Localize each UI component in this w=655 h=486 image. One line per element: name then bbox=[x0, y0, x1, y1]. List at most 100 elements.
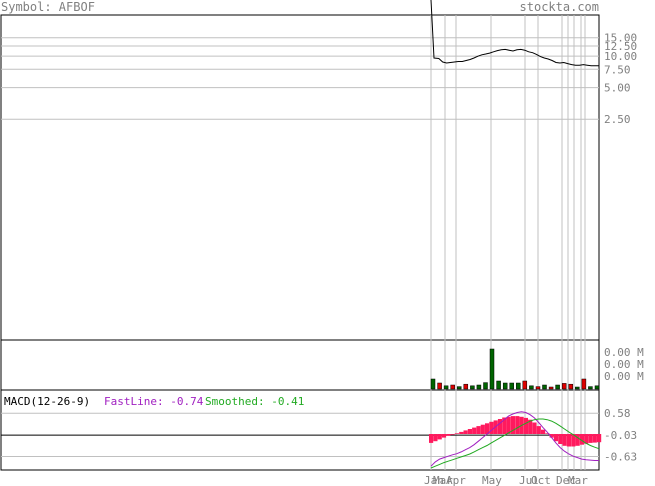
volume-bar bbox=[548, 386, 554, 390]
macd-histogram-bar bbox=[541, 429, 546, 434]
volume-bar bbox=[470, 385, 475, 390]
volume-bar bbox=[568, 383, 574, 390]
price-tick-label: 5.00 bbox=[604, 82, 631, 95]
volume-bar bbox=[489, 348, 495, 390]
macd-histogram-bar bbox=[532, 422, 537, 434]
macd-smoothed-label: Smoothed: -0.41 bbox=[205, 395, 305, 408]
volume-bar bbox=[516, 382, 521, 390]
volume-bar bbox=[450, 384, 455, 390]
price-tick-label: 10.00 bbox=[604, 50, 637, 63]
x-month-label: Mar bbox=[433, 474, 453, 486]
macd-histogram-bar bbox=[480, 424, 485, 434]
macd-histogram-bar bbox=[485, 423, 490, 434]
price-tick-label: 15.00 bbox=[604, 32, 637, 45]
volume-bar bbox=[522, 380, 528, 390]
macd-histogram-bar bbox=[528, 419, 533, 434]
macd-histogram-bar bbox=[566, 434, 571, 447]
macd-tick-label: -0.63 bbox=[604, 451, 637, 464]
macd-histogram-bar bbox=[467, 429, 472, 434]
macd-histogram-bar bbox=[463, 430, 468, 434]
x-month-label: Jul bbox=[519, 474, 539, 486]
volume-bar bbox=[581, 378, 587, 390]
macd-histogram-bar bbox=[506, 416, 511, 434]
macd-tick-label: -0.03 bbox=[604, 429, 637, 442]
macd-frame bbox=[0, 389, 600, 471]
volume-frame bbox=[0, 339, 600, 391]
macd-histogram-bar bbox=[497, 419, 503, 434]
macd-histogram-bar bbox=[575, 434, 580, 446]
macd-histogram-bar bbox=[549, 434, 554, 438]
macd-tick-label: 0.58 bbox=[604, 407, 631, 420]
macd-histogram-bar bbox=[459, 431, 464, 434]
macd-histogram-bar bbox=[579, 434, 584, 445]
volume-tick-label: 0.00 M bbox=[604, 346, 644, 359]
panel-frames bbox=[0, 14, 600, 471]
volume-bar bbox=[437, 382, 442, 390]
x-month-label: Oct bbox=[531, 474, 551, 486]
price-line bbox=[430, 0, 599, 67]
macd-fastline-label: FastLine: -0.74 bbox=[104, 395, 204, 408]
volume-bar bbox=[496, 380, 501, 390]
macd-histogram-bar bbox=[476, 426, 481, 434]
macd-histogram-bar bbox=[429, 434, 434, 443]
volume-tick-label: 0.00 M bbox=[604, 370, 644, 383]
macd-histogram-bar bbox=[584, 434, 589, 444]
volume-bar bbox=[509, 382, 514, 390]
macd-histogram-bar bbox=[515, 416, 520, 434]
price-tick-label: 2.50 bbox=[604, 113, 631, 126]
x-month-label: Jan bbox=[424, 474, 444, 486]
macd-histogram-bar bbox=[553, 434, 559, 442]
volume-bar bbox=[443, 385, 449, 390]
volume-tick-label: 0.00 M bbox=[604, 358, 644, 371]
macd-histogram-bar bbox=[433, 434, 438, 442]
macd-histogram-bar bbox=[592, 434, 597, 443]
volume-bar bbox=[561, 383, 567, 390]
x-month-label: Apr bbox=[446, 474, 466, 486]
macd-histogram-bar bbox=[588, 434, 593, 443]
macd-histogram-bar bbox=[558, 434, 563, 444]
macd-histogram-bar bbox=[510, 416, 515, 434]
volume-bar bbox=[542, 384, 547, 390]
volume-bar bbox=[575, 386, 580, 390]
macd-histogram-bar bbox=[523, 417, 528, 434]
macd-histogram-bar bbox=[454, 433, 459, 434]
price-panel bbox=[430, 0, 599, 67]
volume-bar bbox=[456, 386, 462, 390]
volume-bar bbox=[535, 386, 541, 390]
volume-bar bbox=[594, 385, 600, 390]
macd-histogram-bar bbox=[545, 433, 550, 434]
macd-title: MACD(12-26-9) bbox=[4, 395, 91, 408]
macd-histogram-bar bbox=[446, 434, 451, 436]
volume-bar bbox=[502, 382, 508, 390]
macd-histogram-bar bbox=[441, 434, 447, 438]
macd-histogram-bar bbox=[489, 421, 494, 434]
volume-bar bbox=[588, 386, 593, 390]
symbol-label: Symbol: AFBOF bbox=[1, 0, 95, 14]
macd-histogram-bar bbox=[437, 434, 442, 440]
macd-histogram-bar bbox=[450, 434, 455, 435]
price-tick-label: 7.50 bbox=[604, 63, 631, 76]
x-month-label: Mar bbox=[568, 474, 588, 486]
macd-histogram-bar bbox=[472, 427, 477, 434]
macd-histogram-bar bbox=[502, 417, 507, 434]
x-month-label: May bbox=[482, 474, 502, 486]
volume-bar bbox=[483, 382, 488, 390]
volume-bar bbox=[555, 384, 560, 390]
volume-bar bbox=[463, 383, 469, 390]
volume-bar bbox=[476, 384, 482, 390]
macd-histogram-bar bbox=[571, 434, 576, 447]
macd-fast-line bbox=[430, 411, 599, 467]
macd-histogram-bar bbox=[562, 434, 567, 446]
price-frame bbox=[0, 14, 600, 341]
macd-smoothed-line bbox=[430, 418, 600, 469]
macd-histogram-bar bbox=[597, 434, 602, 443]
macd-histogram-bar bbox=[536, 426, 541, 434]
volume-bar bbox=[430, 378, 436, 390]
site-label: stockta.com bbox=[519, 0, 599, 14]
volume-panel bbox=[430, 348, 600, 390]
macd-panel bbox=[429, 411, 602, 469]
volume-bar bbox=[529, 385, 534, 390]
